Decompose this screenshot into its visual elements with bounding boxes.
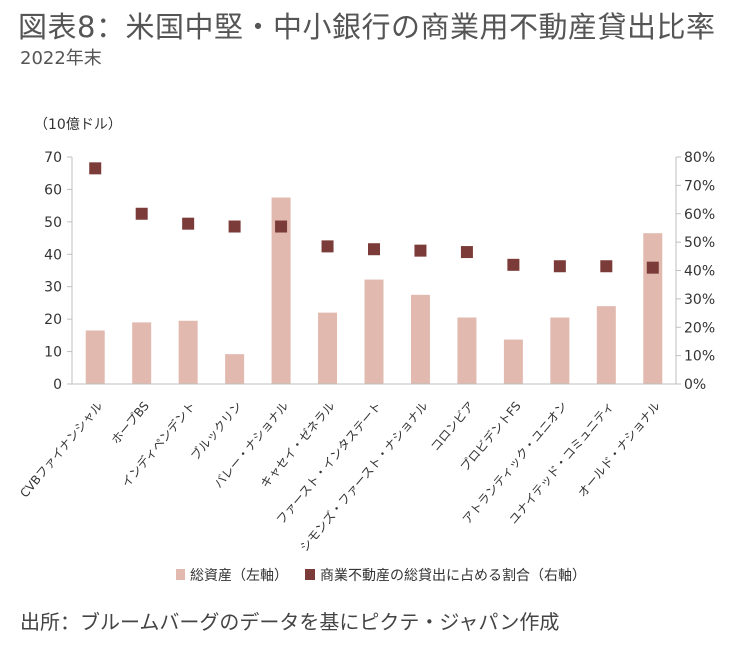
legend-label-marker: 商業不動産の総貸出に占める割合（右軸） [320,567,586,584]
y-tick-label-right: 20% [684,320,715,336]
data-point [368,243,380,256]
bar [132,322,152,384]
y-tick-label-left: 50 [44,215,62,231]
data-point [228,220,241,233]
bar [643,233,663,384]
data-point [553,260,566,273]
data-point [89,162,102,175]
bar [85,330,105,384]
x-tick-label: オールド・ナショナル [575,399,663,500]
data-point [321,240,334,253]
chart-subtitle: 2022年末 [20,48,102,69]
source-note: 出所：ブルームバーグのデータを基にピクテ・ジャパン作成 [20,610,560,634]
y-tick-label-left: 10 [44,345,62,361]
bar [457,317,477,384]
chart-title: 図表8：米国中堅・中小銀行の商業用不動産貸出比率 [18,10,716,44]
y-tick-label-left: 30 [44,280,62,296]
y-axis-label: （10億ドル） [34,117,122,133]
bar [318,312,338,384]
y-tick-label-right: 70% [684,178,715,194]
y-tick-label-right: 0% [684,377,706,393]
bar [410,294,430,384]
data-point [275,220,288,233]
y-tick-label-right: 50% [684,235,715,251]
y-tick-label-left: 40 [44,247,62,263]
x-tick-label: ホープBS [109,399,152,447]
data-point [460,246,473,259]
y-tick-label-left: 60 [44,182,62,198]
bar [596,306,616,384]
x-tick-label: コロンビア [428,399,477,454]
data-point [414,244,427,257]
bar [550,317,570,384]
data-point [182,217,195,230]
y-tick-label-left: 0 [53,377,62,393]
y-tick-label-right: 60% [684,207,715,223]
y-tick-label-right: 30% [684,292,715,308]
data-point [135,207,148,220]
bar [503,339,523,384]
y-tick-label-right: 10% [684,349,715,365]
legend-swatch-marker [305,569,315,580]
y-tick-label-right: 80% [684,150,715,166]
bar [271,197,291,384]
y-tick-label-left: 70 [44,150,62,166]
x-tick-label: CVBファイナンシャル [17,399,105,500]
data-point [646,261,659,274]
y-tick-label-right: 40% [684,264,715,280]
legend-label-bar: 総資産（左軸） [190,568,288,584]
legend-swatch-bar [176,569,185,580]
data-point [600,260,613,273]
bar [178,320,198,384]
bar [364,279,384,384]
data-point [507,258,520,271]
y-tick-label-left: 20 [44,312,62,328]
bar [225,354,245,384]
